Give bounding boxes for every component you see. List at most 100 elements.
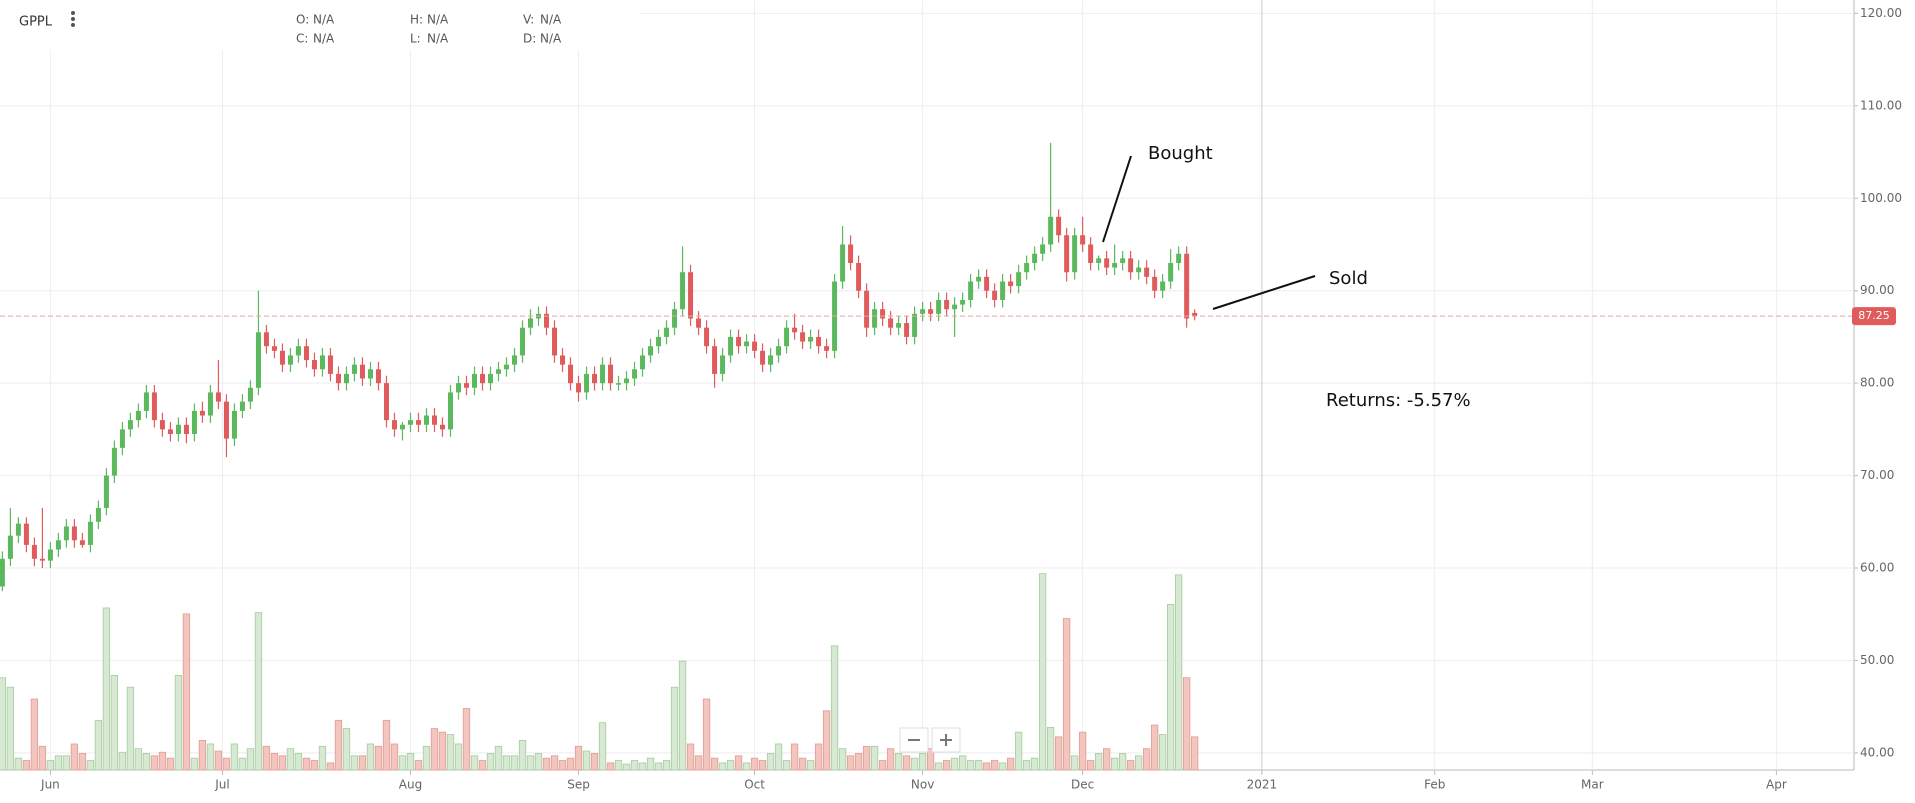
candle-body	[960, 299, 966, 305]
volume-bar	[582, 750, 591, 771]
candle-body	[752, 341, 758, 351]
ohlc-header: O: N/A H: N/A V: N/A C: N/A L: N/A D: N/A	[296, 13, 562, 46]
volume-bar	[1126, 760, 1135, 771]
volume-bar	[182, 613, 191, 771]
candle-body	[367, 369, 373, 379]
candle-body	[896, 323, 902, 328]
candle-body	[1120, 258, 1126, 263]
volume-bar	[694, 755, 703, 771]
candle-body	[488, 373, 494, 384]
volume-bar	[254, 612, 263, 771]
candle-body	[744, 341, 750, 347]
volume-bar	[550, 755, 559, 771]
x-tick-label: Feb	[1424, 778, 1445, 792]
y-tick-label: 60.00	[1860, 561, 1894, 575]
candle-body	[848, 244, 854, 263]
candle-body	[664, 327, 670, 337]
candle-body	[1024, 262, 1030, 273]
volume-bar	[622, 763, 631, 771]
zoom-in[interactable]	[931, 727, 961, 753]
y-tick-label: 110.00	[1860, 98, 1902, 112]
candle-body	[1080, 235, 1086, 245]
volume-bar	[334, 719, 343, 771]
annotation: Bought	[1148, 143, 1213, 164]
volume-bar	[686, 743, 695, 771]
y-tick-label: 80.00	[1860, 376, 1894, 390]
volume-bar	[862, 745, 871, 771]
y-tick-label: 90.00	[1860, 283, 1894, 297]
candle-body	[1168, 262, 1174, 282]
candle-body	[1048, 216, 1054, 245]
volume-bar	[158, 751, 167, 771]
candle-body	[624, 378, 630, 384]
volume-bar	[318, 745, 327, 771]
header-key: L:	[410, 32, 421, 46]
candle-body	[1072, 235, 1078, 273]
candle-body	[335, 373, 341, 384]
candle-body	[247, 387, 253, 402]
volume-bar	[926, 748, 935, 771]
candle-body	[1128, 258, 1134, 273]
volume-bar	[574, 745, 583, 771]
volume-bar	[78, 753, 87, 771]
volume-bar	[646, 757, 655, 771]
x-tick-label: Jun	[40, 778, 60, 792]
volume-bar	[886, 748, 895, 771]
menu-dots[interactable]	[71, 11, 75, 27]
candle-body	[992, 290, 998, 300]
candle-body	[439, 424, 445, 430]
zoom-out[interactable]	[899, 727, 929, 753]
volume-bar	[406, 753, 415, 771]
candle-body	[423, 415, 429, 425]
volume-bar	[302, 757, 311, 771]
header-key: H:	[410, 13, 423, 27]
candle-body	[736, 336, 742, 347]
volume-bar	[902, 755, 911, 771]
x-tick-label: Apr	[1766, 778, 1787, 792]
candle-body	[464, 383, 470, 388]
candle-body	[95, 507, 101, 522]
volume-bar	[590, 753, 599, 771]
candle-body	[584, 373, 590, 393]
candle-body	[552, 327, 558, 356]
volume-bar	[1022, 760, 1031, 771]
candle-body	[71, 526, 77, 541]
candle-body	[520, 327, 526, 356]
candle-body	[648, 346, 654, 356]
volume-bar	[798, 757, 807, 771]
volume-bar	[14, 757, 23, 771]
volume-bar	[110, 674, 119, 771]
candle-body	[191, 410, 197, 434]
candle-body	[720, 355, 726, 374]
volume-bar	[446, 734, 455, 771]
bought-pointer	[1102, 155, 1132, 243]
volume-bar	[822, 710, 831, 771]
volume-bar	[494, 745, 503, 771]
candle-body	[616, 383, 622, 385]
candle-body	[1088, 244, 1094, 263]
volume-bar	[286, 748, 295, 771]
candle-body	[0, 558, 5, 587]
volume-bar	[86, 760, 95, 771]
candle-body	[904, 323, 910, 337]
volume-bar	[502, 755, 511, 771]
candle-body	[79, 540, 85, 545]
volume-bar	[62, 755, 71, 771]
candle-body	[712, 346, 718, 374]
candle-body	[544, 313, 550, 328]
candle-body	[391, 420, 397, 430]
candle-body	[167, 429, 173, 434]
volume-bar	[910, 757, 919, 771]
volume-bar	[6, 686, 15, 771]
candle-body	[880, 309, 886, 319]
volume-bar	[118, 751, 127, 771]
volume-bar	[1118, 753, 1127, 771]
volume-bar	[142, 753, 151, 771]
candle-body	[696, 318, 702, 328]
volume-bar	[190, 757, 199, 771]
volume-bar	[150, 755, 159, 771]
volume-bar	[758, 760, 767, 771]
x-tick-label: Aug	[399, 778, 422, 792]
volume-bar	[710, 757, 719, 771]
candle-body	[632, 369, 638, 379]
